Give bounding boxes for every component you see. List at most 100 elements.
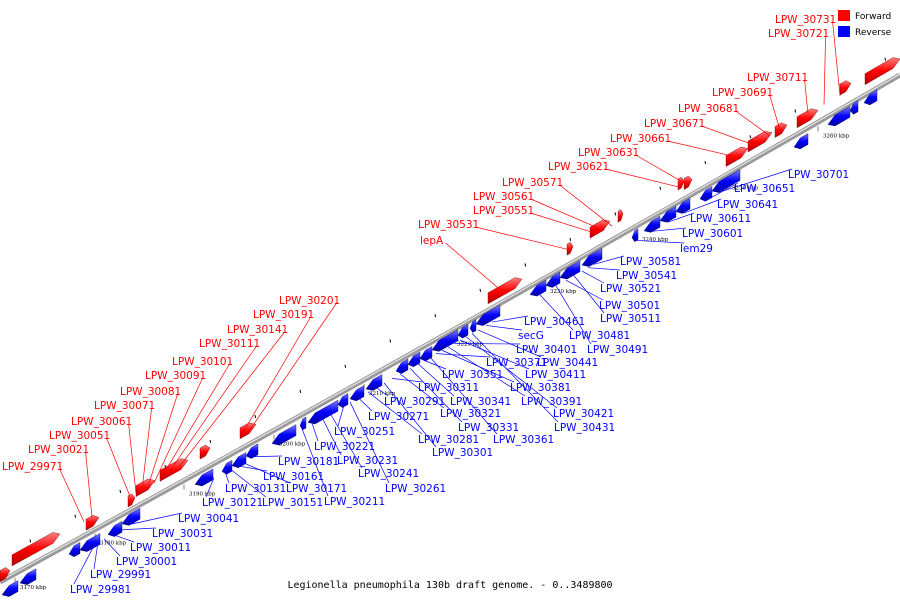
genome-backbone-highlight — [0, 73, 900, 582]
legend: Forward Reverse — [838, 10, 892, 38]
reverse-gene-label: LPW_30001 — [116, 556, 177, 568]
forward-gene-label: LPW_30721 — [768, 28, 829, 40]
forward-gene — [566, 241, 574, 256]
forward-gene — [864, 57, 900, 86]
forward-label-lines — [59, 21, 841, 522]
reverse-genes — [1, 89, 878, 597]
forward-label-line — [605, 168, 681, 188]
reverse-gene — [581, 247, 603, 267]
dash-mark — [389, 339, 392, 343]
forward-label-line — [249, 302, 337, 430]
reverse-label-line — [429, 356, 498, 435]
reverse-label-line — [93, 542, 99, 570]
dash-mark — [479, 288, 482, 292]
reverse-gene-label: LPW_30291 — [384, 396, 445, 408]
forward-gene-label: LPW_30021 — [28, 444, 89, 456]
reverse-label-line — [491, 315, 529, 323]
forward-gene — [725, 146, 749, 167]
tick-label: 3250 kbp — [732, 185, 759, 191]
tick-label: 3260 kbp — [823, 133, 850, 139]
forward-gene-label: LPW_30061 — [71, 416, 132, 428]
reverse-gene — [221, 459, 233, 475]
genome-backbone — [0, 72, 900, 585]
legend-reverse-label: Reverse — [855, 28, 892, 38]
reverse-gene — [307, 399, 339, 425]
forward-gene-label: LPW_30621 — [548, 161, 609, 173]
tick-label: 3200 kbp — [279, 441, 306, 447]
reverse-gene — [643, 215, 661, 233]
reverse-label-line — [241, 461, 291, 484]
reverse-gene — [407, 351, 421, 368]
forward-label-line — [141, 407, 152, 490]
reverse-label-line — [565, 279, 604, 301]
reverse-gene-label: LPW_29981 — [70, 584, 131, 596]
reverse-gene — [675, 197, 691, 214]
reverse-gene — [793, 133, 809, 150]
dash-mark — [209, 439, 212, 444]
reverse-label-line — [111, 533, 135, 543]
forward-gene — [135, 478, 156, 497]
reverse-label-line — [435, 353, 491, 358]
forward-gene — [747, 130, 773, 153]
reverse-label-line — [205, 477, 215, 498]
reverse-label-line — [555, 285, 592, 345]
reverse-gene-label: LPW_30651 — [734, 183, 795, 195]
legend-reverse-swatch — [838, 26, 850, 37]
reverse-label-line — [349, 401, 390, 484]
reverse-label-line — [391, 378, 423, 383]
reverse-label-line — [705, 182, 739, 201]
tick-label: 3180 kbp — [100, 541, 127, 547]
reverse-gene — [337, 393, 349, 408]
reverse-gene-label: lem29 — [680, 243, 713, 255]
forward-gene-label: LPW_30661 — [610, 133, 671, 145]
forward-label-line — [153, 377, 203, 484]
reverse-label-line — [224, 471, 230, 484]
reverse-label-line — [453, 343, 521, 345]
reverse-gene-label: LPW_30641 — [717, 199, 778, 211]
forward-gene-label: LPW_30681 — [678, 103, 739, 115]
reverse-label-line — [651, 227, 687, 232]
forward-label-line — [832, 21, 841, 96]
forward-gene — [11, 532, 61, 567]
forward-label-line — [85, 451, 93, 518]
reverse-label-lines — [73, 168, 793, 585]
dash-mark — [344, 364, 347, 368]
reverse-gene — [121, 507, 141, 526]
forward-gene-label: LPW_30731 — [775, 14, 836, 26]
dash-mark — [119, 489, 122, 494]
reverse-gene — [711, 169, 741, 193]
dash-mark — [659, 186, 662, 190]
reverse-label-line — [383, 382, 437, 448]
reverse-gene-label: LPW_30211 — [324, 496, 385, 508]
forward-label-line — [667, 140, 735, 157]
reverse-gene — [559, 260, 581, 280]
tick-label: 3230 kbp — [550, 289, 577, 295]
reverse-gene-label: LPW_30701 — [788, 169, 849, 181]
reverse-gene-label: LPW_30391 — [521, 396, 582, 408]
forward-label-line — [241, 316, 311, 435]
forward-label-line — [445, 242, 501, 290]
dash-mark — [569, 237, 572, 242]
reverse-gene-label: LPW_30361 — [493, 434, 554, 446]
forward-gene — [487, 277, 523, 305]
reverse-label-line — [251, 455, 283, 458]
dash-mark — [614, 212, 617, 216]
forward-label-line — [106, 437, 131, 497]
reverse-label-line — [367, 391, 423, 435]
reverse-gene-label: LPW_30331 — [458, 422, 519, 434]
forward-gene-label: LPW_29971 — [2, 461, 63, 473]
reverse-gene — [827, 105, 851, 127]
tick-label: 3190 kbp — [189, 491, 216, 497]
reverse-gene-label: LPW_30611 — [690, 213, 751, 225]
forward-gene-label: lepA — [420, 235, 444, 247]
reverse-gene — [231, 452, 247, 469]
forward-gene — [0, 567, 11, 582]
dash-mark — [794, 109, 797, 113]
reverse-gene-label: LPW_30421 — [553, 408, 614, 420]
forward-gene — [617, 209, 624, 223]
reverse-gene-label: LPW_30271 — [368, 411, 429, 423]
reverse-gene-label: LPW_30231 — [337, 455, 398, 467]
reverse-gene-label: LPW_29991 — [90, 569, 151, 581]
